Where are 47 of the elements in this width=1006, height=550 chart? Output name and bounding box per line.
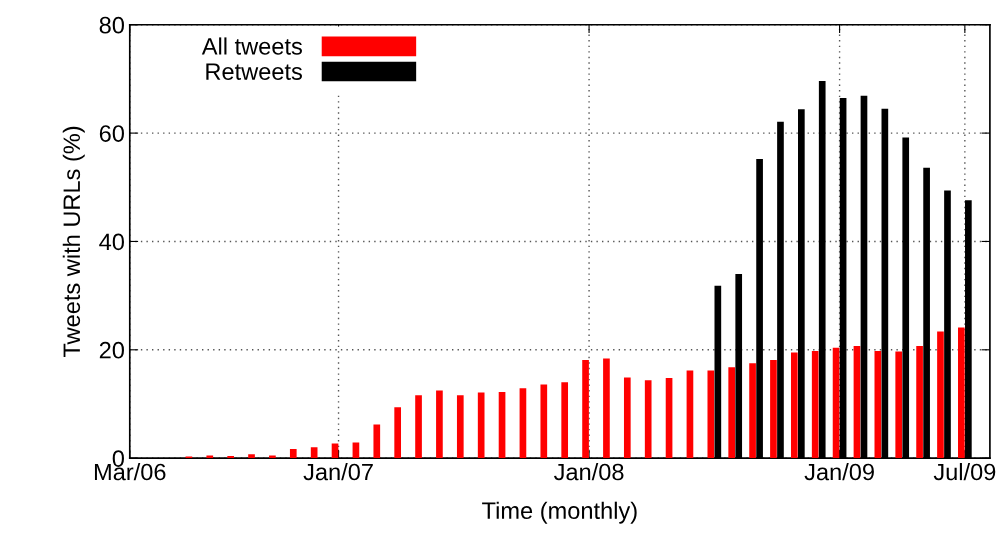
bar [749,363,756,459]
y-tick-label: 20 [99,341,124,359]
bar [269,455,276,459]
y-tick-label: 80 [99,16,124,34]
bar [373,424,381,459]
y-tick-label: 60 [99,125,124,142]
bar [352,442,360,459]
legend-label: Retweets [206,63,302,80]
bar [665,377,673,459]
bar [519,388,527,459]
bar [958,327,965,459]
legend-label: All tweets [201,37,302,55]
bar [227,455,234,459]
x-tick-label: Jan/07 [303,463,373,481]
bar [498,392,506,459]
bar [937,331,944,459]
bar [874,350,882,459]
bar [728,367,736,459]
bar [790,352,798,459]
y-tick-label: 40 [99,233,124,251]
bar [456,395,464,459]
bar [770,360,777,459]
x-tick-label: Jul/09 [933,463,996,481]
bar [415,395,422,459]
x-tick-label: Jan/09 [804,463,874,481]
bar [707,370,715,459]
x-tick-label: Jan/08 [553,463,624,481]
bar [248,454,255,459]
bar [603,358,610,459]
bar [206,455,214,459]
x-axis-title: Time (monthly) [482,501,637,524]
bar [394,407,402,459]
bar [436,390,443,459]
bar [811,350,819,459]
bar [310,447,318,459]
bar [289,448,297,459]
bar [895,351,903,459]
bar [644,380,652,459]
y-axis-title: Tweets with URLs (%) [62,126,85,358]
bar [540,384,548,459]
bar [561,382,569,459]
bar [853,346,861,459]
bar [916,346,923,459]
bar [582,360,589,459]
bar [623,377,631,459]
bar [686,370,694,459]
bar [477,392,485,459]
